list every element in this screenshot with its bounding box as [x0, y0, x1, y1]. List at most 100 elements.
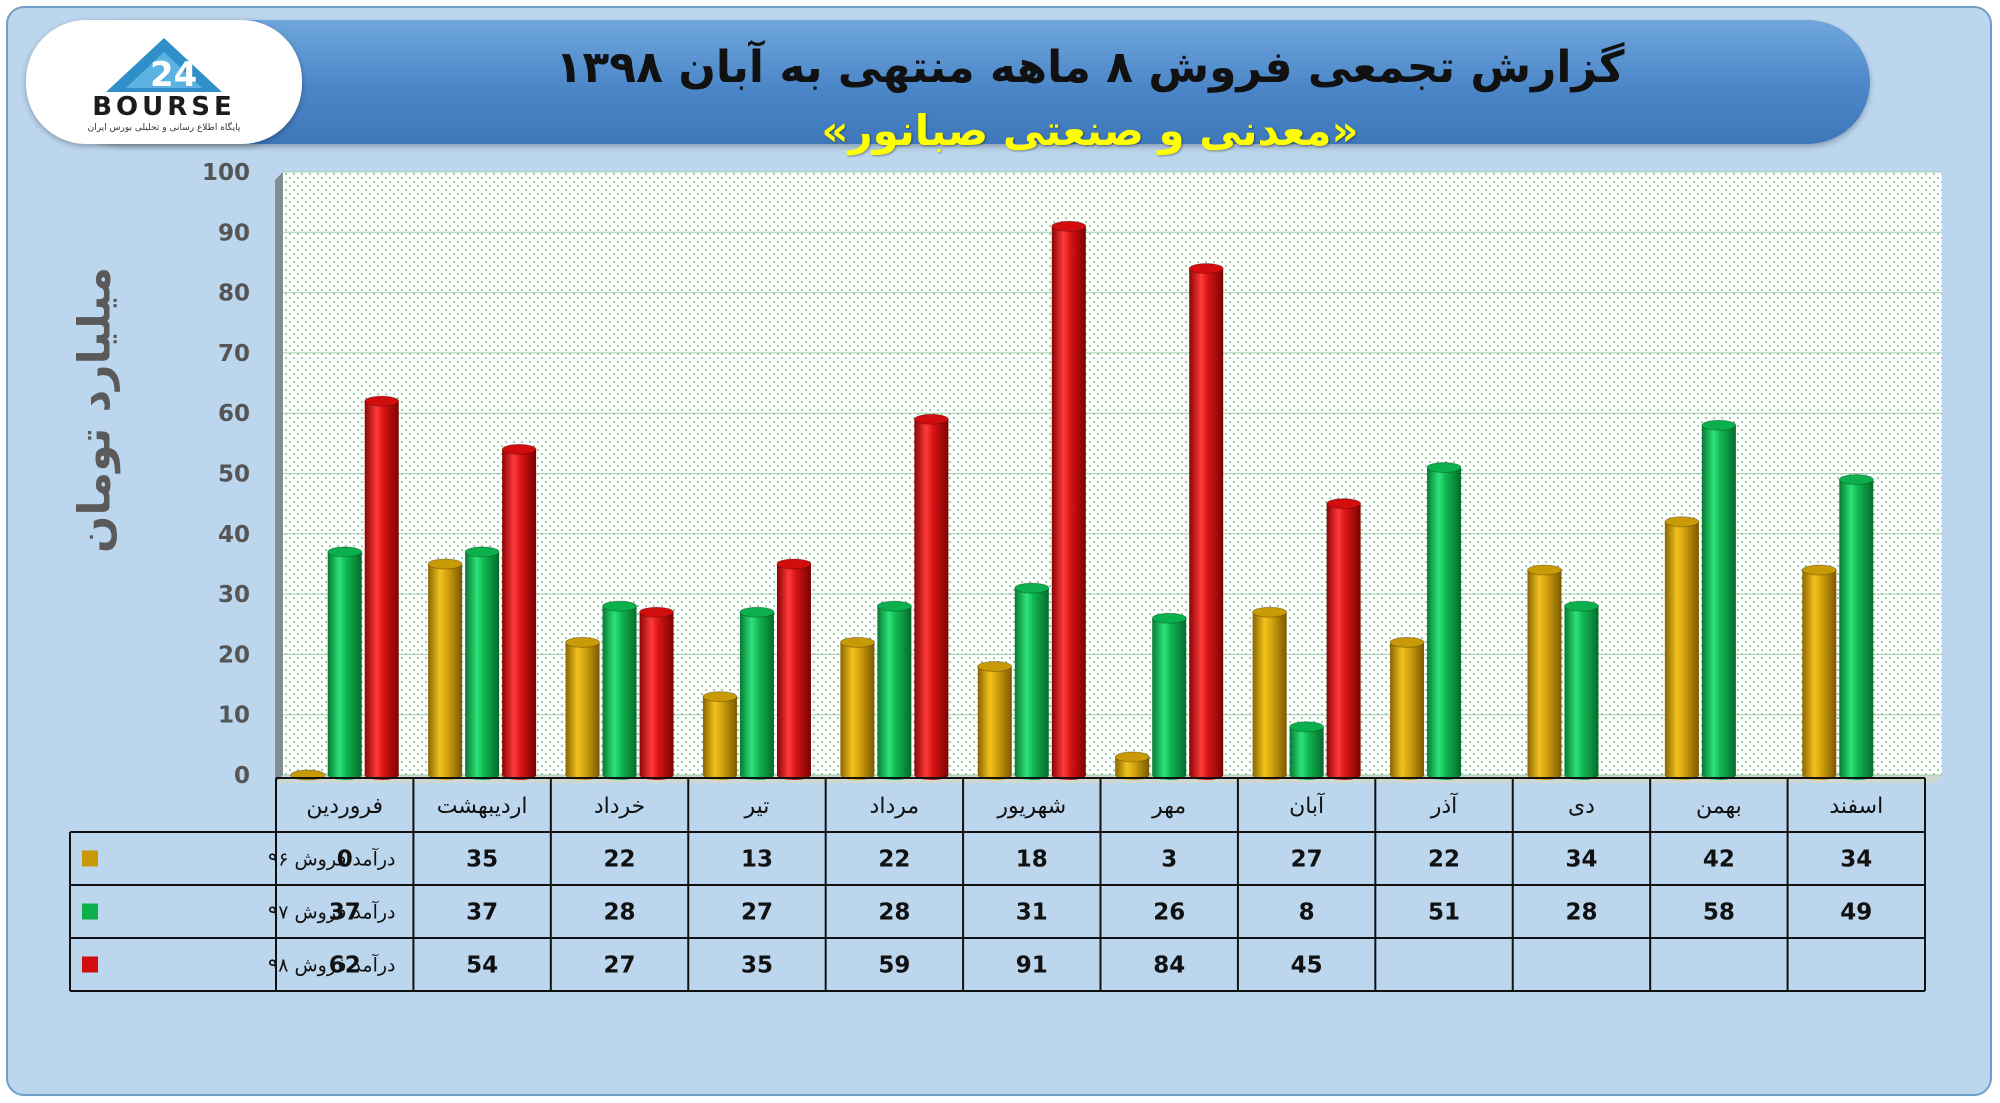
- bar-body: [602, 606, 637, 775]
- series-name: درآمد فروش ۹۸: [268, 953, 396, 977]
- bar-body: [1564, 606, 1599, 775]
- bar-cap: [464, 546, 500, 558]
- bar: [1838, 474, 1874, 780]
- category-label: دی: [1568, 794, 1595, 819]
- bar: [977, 660, 1013, 780]
- title-banner: گزارش تجمعی فروش ۸ ماهه منتهی به آبان ۱۳…: [60, 20, 1870, 155]
- y-tick-label: 60: [218, 401, 250, 427]
- y-tick-label: 20: [218, 642, 250, 668]
- category-label: مهر: [1151, 794, 1186, 819]
- data-value: 54: [466, 953, 498, 979]
- svg-text:24: 24: [150, 55, 197, 95]
- bars: [290, 220, 1874, 781]
- bar: [739, 606, 775, 780]
- y-tick-label: 10: [218, 703, 250, 729]
- bar-body: [1152, 618, 1187, 775]
- series-name: درآمد فروش ۹۶: [268, 847, 396, 871]
- bar-cap: [364, 395, 400, 407]
- bar-cap: [1389, 636, 1425, 648]
- y-tick-label: 70: [218, 341, 250, 367]
- bar-cap: [876, 600, 912, 612]
- bar-body: [1802, 569, 1837, 775]
- category-label: بهمن: [1696, 794, 1742, 819]
- data-value: 84: [1153, 953, 1185, 979]
- bar-cap: [1326, 498, 1362, 510]
- bar-cap: [1252, 606, 1288, 618]
- data-value: 34: [1565, 847, 1597, 873]
- data-value: 8: [1299, 900, 1315, 926]
- bar-cap: [1188, 262, 1224, 274]
- bar: [1526, 564, 1562, 780]
- bar: [1563, 600, 1599, 780]
- bar: [501, 443, 537, 780]
- bar-body: [502, 449, 537, 775]
- bar: [639, 606, 675, 780]
- category-label: آبان: [1289, 792, 1325, 819]
- y-tick-label: 30: [218, 582, 250, 608]
- category-label: مرداد: [870, 794, 920, 819]
- bar-cap: [1051, 220, 1087, 232]
- bar-cap: [839, 636, 875, 648]
- bar-body: [702, 696, 737, 775]
- data-value: 27: [741, 900, 773, 926]
- category-label: تیر: [744, 794, 770, 819]
- bar: [1188, 262, 1224, 780]
- category-label: آذر: [1430, 792, 1458, 819]
- bar-body: [840, 642, 875, 775]
- data-value: 91: [1016, 953, 1048, 979]
- bar-cap: [565, 636, 601, 648]
- bar: [327, 546, 363, 780]
- bar: [602, 600, 638, 780]
- data-value: 28: [1565, 900, 1597, 926]
- bar-body: [327, 551, 362, 775]
- data-value: 37: [466, 900, 498, 926]
- bar: [1426, 461, 1462, 780]
- bar-cap: [427, 558, 463, 570]
- bar-body: [1427, 467, 1462, 775]
- bar-body: [1664, 521, 1699, 775]
- bar-cap: [1151, 612, 1187, 624]
- bar-cap: [1838, 474, 1874, 486]
- bar: [839, 636, 875, 780]
- data-value: 37: [329, 900, 361, 926]
- bar-body: [1189, 268, 1224, 775]
- data-value: 49: [1840, 900, 1872, 926]
- bar-body: [565, 642, 600, 775]
- data-value: 22: [878, 847, 910, 873]
- bar-body: [877, 606, 912, 775]
- bar-cap: [776, 558, 812, 570]
- bar: [364, 395, 400, 780]
- data-value: 28: [604, 900, 636, 926]
- category-label: فروردین: [306, 794, 383, 819]
- bar-cap: [913, 413, 949, 425]
- data-value: 62: [329, 953, 361, 979]
- bar-cap: [977, 660, 1013, 672]
- bar: [1289, 721, 1325, 780]
- data-value: 27: [1291, 847, 1323, 873]
- data-value: 22: [604, 847, 636, 873]
- logo-wordmark: BOURSE: [92, 92, 236, 122]
- bar-body: [1051, 226, 1086, 775]
- data-value: 45: [1291, 953, 1323, 979]
- bar-cap: [1701, 419, 1737, 431]
- bar-body: [1014, 588, 1049, 775]
- bar: [1151, 612, 1187, 780]
- bar-cap: [739, 606, 775, 618]
- bar: [1051, 220, 1087, 780]
- bar-body: [364, 401, 399, 775]
- bar: [1389, 636, 1425, 780]
- bar-cap: [1289, 721, 1325, 733]
- bar-body: [1701, 425, 1736, 775]
- chart-subtitle: «معدنی و صنعتی صبانور»: [821, 106, 1359, 155]
- data-value: 13: [741, 847, 773, 873]
- bar-body: [977, 666, 1012, 775]
- y-tick-label: 50: [218, 462, 250, 488]
- bar-body: [914, 419, 949, 775]
- bar-body: [1252, 612, 1287, 775]
- data-value: 51: [1428, 900, 1460, 926]
- data-value: 59: [878, 953, 910, 979]
- y-tick-label: 40: [218, 522, 250, 548]
- bar: [1014, 582, 1050, 780]
- legend-swatch: [82, 903, 98, 920]
